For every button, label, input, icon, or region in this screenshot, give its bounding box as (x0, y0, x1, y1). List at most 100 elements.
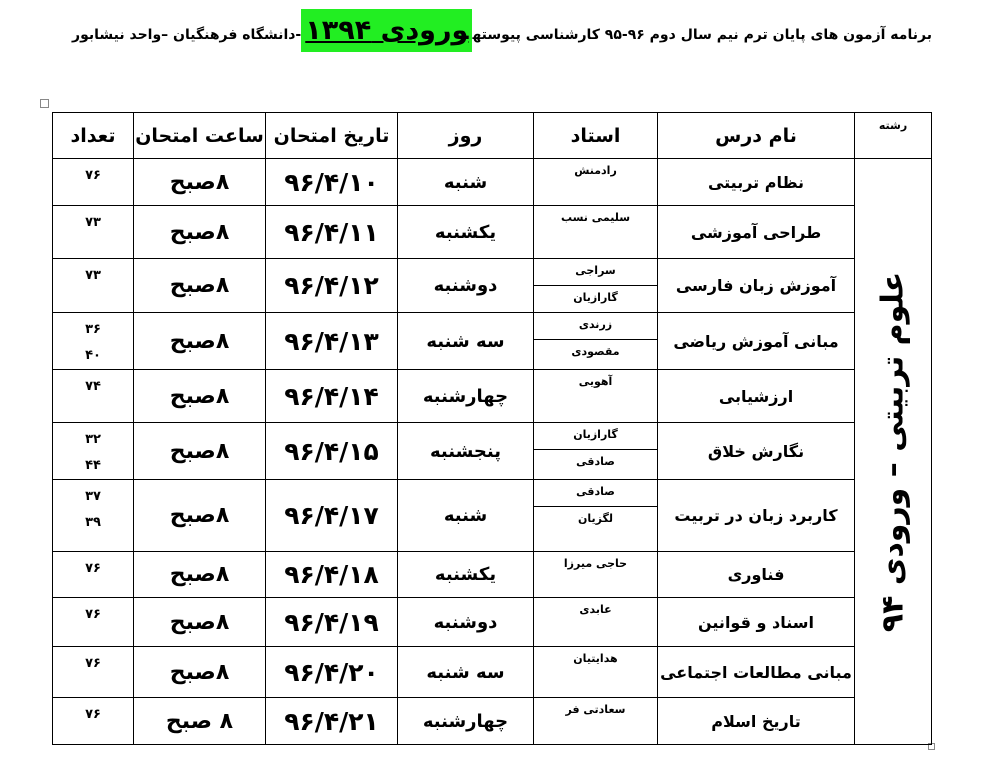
exam-time: ۸صبح (133, 422, 266, 480)
exam-date: ۹۶/۴/۲۰ (265, 646, 398, 698)
teacher: رادمنش (574, 164, 617, 177)
exam-date: ۹۶/۴/۱۹ (265, 597, 398, 647)
row: علوم تربیتی – ورودی ۹۴ نظام تربیتی رادمنش ش… (52, 158, 932, 745)
course: نگارش خلاق (657, 422, 855, 480)
count-cell: ۳۶ ۴۰ (52, 312, 134, 370)
row: مبانی مطالعات اجتماعی هدایتیان سه شنبه ۹۶/۴… (52, 646, 932, 698)
field-cell: علوم تربیتی – ورودی ۹۴ (854, 158, 932, 745)
column-header: رشته (854, 112, 932, 159)
day: پنجشنبه (397, 422, 534, 480)
exam-time: ۸ صبح (133, 697, 266, 745)
teacher: صادقی (534, 481, 657, 507)
teacher-cell: سراجی گارازیان (533, 258, 658, 313)
teacher-cell: زرندی مقصودی (533, 312, 658, 370)
count-cell: ۷۴ (52, 369, 134, 423)
day: یکشنبه (397, 551, 534, 598)
exam-date: ۹۶/۴/۱۴ (265, 369, 398, 423)
course: مبانی مطالعات اجتماعی (657, 646, 855, 698)
header-row: رشته نام درس استاد روز تاریخ امتحان ساعت امتح… (52, 112, 932, 159)
title-text: -دانشگاه فرهنگیان –واحد نیشابور (72, 27, 302, 43)
exam-time: ۸صبح (133, 551, 266, 598)
title-text: برنامه آزمون های پایان ترم نیم سال دوم ۹… (472, 27, 932, 43)
exam-time: ۸صبح (133, 646, 266, 698)
row: مبانی آموزش ریاضی زرندی مقصودی سه شنبه ۹۶/۴/… (52, 312, 932, 370)
teacher: زرندی (534, 314, 657, 340)
column-header: تاریخ امتحان (265, 112, 398, 159)
day: سه شنبه (397, 646, 534, 698)
column-header: تعداد (52, 112, 134, 159)
column-header: ساعت امتحان (133, 112, 266, 159)
teacher-cell: سلیمی نسب (533, 205, 658, 259)
column-header: روز (397, 112, 534, 159)
field-label: علوم تربیتی – ورودی ۹۴ (875, 271, 911, 632)
teacher: مقصودی (571, 345, 620, 358)
exam-date: ۹۶/۴/۱۸ (265, 551, 398, 598)
teacher-cell: رادمنش (533, 158, 658, 206)
teacher: هدایتیان (573, 652, 618, 665)
count: ۳۹ (85, 515, 101, 530)
title: برنامه آزمون های پایان ترم نیم سال دوم ۹… (0, 4, 1004, 58)
exam-date: ۹۶/۴/۱۱ (265, 205, 398, 259)
course: فناوری (657, 551, 855, 598)
teacher-cell: آهویی (533, 369, 658, 423)
teacher: گارازیان (573, 291, 618, 304)
teacher: حاجی میرزا (563, 557, 628, 570)
exam-date: ۹۶/۴/۱۵ (265, 422, 398, 480)
count: ۷۳ (85, 215, 101, 230)
row: ارزشیابی آهویی چهارشنبه ۹۶/۴/۱۴ ۸صبح ۷۴ (52, 369, 932, 423)
day: دوشنبه (397, 258, 534, 313)
count-cell: ۳۲ ۴۴ (52, 422, 134, 480)
title-highlight: ورودی ۱۳۹۴ (301, 9, 473, 52)
count-cell: ۷۶ (52, 551, 134, 598)
count: ۷۶ (85, 656, 101, 671)
exam-time: ۸صبح (133, 369, 266, 423)
exam-date: ۹۶/۴/۱۲ (265, 258, 398, 313)
course: اسناد و قوانین (657, 597, 855, 647)
row: کاربرد زبان در تربیت صادقی لگزیان شنبه ۹۶/۴/… (52, 479, 932, 552)
column-header: نام درس (657, 112, 855, 159)
teacher: سلیمی نسب (560, 211, 631, 224)
teacher-cell: گارازیان صادقی (533, 422, 658, 480)
exam-time: ۸صبح (133, 158, 266, 206)
day: یکشنبه (397, 205, 534, 259)
row: نگارش خلاق گارازیان صادقی پنجشنبه ۹۶/۴/۱۵ ۸صب… (52, 422, 932, 480)
teacher-cell: هدایتیان (533, 646, 658, 698)
course: نظام تربیتی (657, 158, 855, 206)
day: چهارشنبه (397, 697, 534, 745)
row: اسناد و قوانین عابدی دوشنبه ۹۶/۴/۱۹ ۸صبح ۷۶ (52, 597, 932, 647)
course: آموزش زبان فارسی (657, 258, 855, 313)
teacher: سراجی (534, 260, 657, 286)
teacher: عابدی (579, 603, 612, 616)
schedule-table: رشته نام درس استاد روز تاریخ امتحان ساعت امتح… (52, 112, 932, 745)
day: دوشنبه (397, 597, 534, 647)
teacher-cell: عابدی (533, 597, 658, 647)
table-handle (40, 99, 49, 108)
count: ۴۴ (85, 458, 101, 473)
exam-time: ۸صبح (133, 312, 266, 370)
count-cell: ۷۶ (52, 697, 134, 745)
row: آموزش زبان فارسی سراجی گارازیان دوشنبه ۹۶/۴/… (52, 258, 932, 313)
count-cell: ۷۳ (52, 205, 134, 259)
count: ۷۶ (85, 168, 101, 183)
teacher: صادقی (576, 455, 615, 468)
exam-date: ۹۶/۴/۱۰ (265, 158, 398, 206)
course: تاریخ اسلام (657, 697, 855, 745)
count: ۷۶ (85, 607, 101, 622)
column-header: استاد (533, 112, 658, 159)
count-cell: ۷۶ (52, 158, 134, 206)
teacher: گارازیان (534, 424, 657, 450)
count: ۳۲ (85, 432, 101, 447)
count: ۷۶ (85, 707, 101, 722)
course: طراحی آموزشی (657, 205, 855, 259)
count: ۷۶ (85, 561, 101, 576)
count: ۳۷ (85, 489, 101, 504)
day: شنبه (397, 479, 534, 552)
exam-date: ۹۶/۴/۱۳ (265, 312, 398, 370)
row: طراحی آموزشی سلیمی نسب یکشنبه ۹۶/۴/۱۱ ۸صبح ۷۳ (52, 205, 932, 259)
teacher: لگزیان (577, 512, 614, 525)
day: شنبه (397, 158, 534, 206)
count-cell: ۷۶ (52, 597, 134, 647)
course: ارزشیابی (657, 369, 855, 423)
teacher-cell: حاجی میرزا (533, 551, 658, 598)
